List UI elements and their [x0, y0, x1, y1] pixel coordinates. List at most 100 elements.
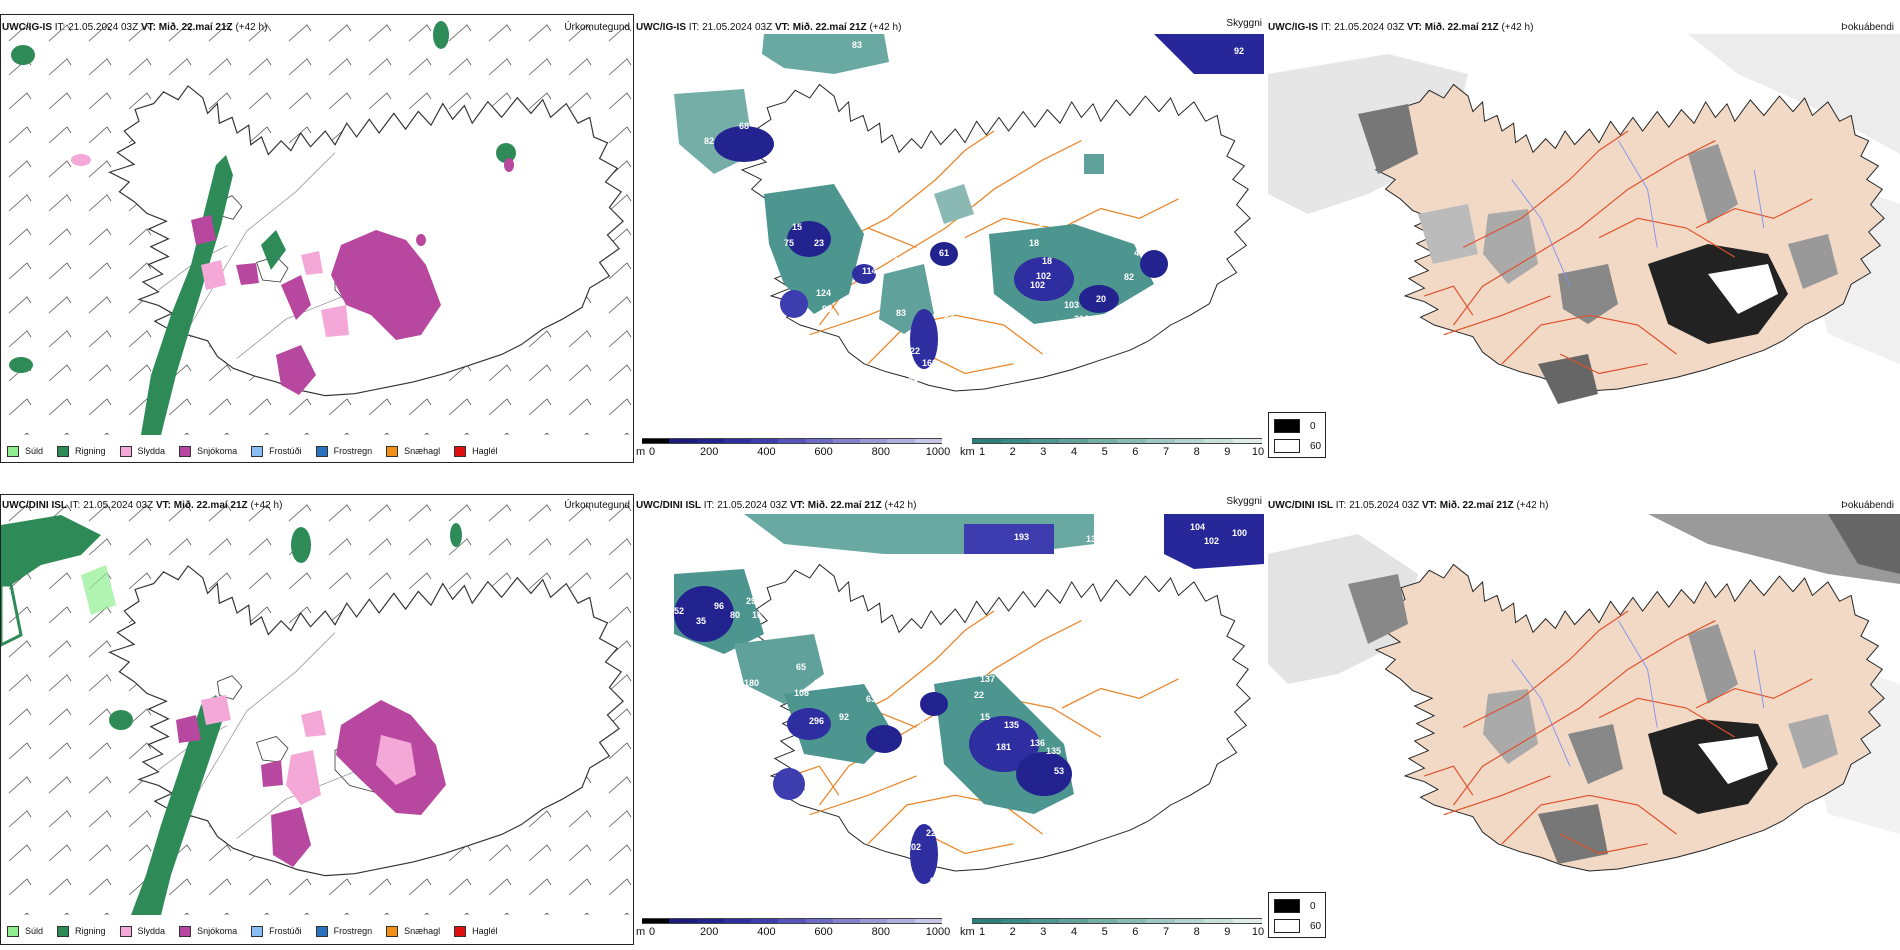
fog-legend-item: 60: [1274, 439, 1321, 453]
legend-item: Haglél: [454, 445, 498, 457]
cloud-panel-ig: 83 92 68 82 8 3 7 75 23 15 114 13 61 14 …: [634, 34, 1264, 426]
colorbar-segment: [832, 438, 861, 444]
cloud-value: 65: [796, 662, 806, 672]
precip-map-dini: [1, 495, 633, 915]
cloud-value: 13: [894, 256, 904, 266]
cloud-value: 89: [822, 304, 832, 314]
colorbar-segment: [642, 438, 670, 444]
legend-item: Haglél: [454, 925, 498, 937]
legend-item: Snjókoma: [179, 445, 237, 457]
cloud-value: 83: [852, 40, 862, 50]
colorbar-tick: 8: [1193, 446, 1200, 458]
precip-panel-ig: Súld Rigning Slydda Snjókoma Frostúði Fr…: [0, 14, 634, 463]
colorbar-segment: [1233, 918, 1262, 924]
cloud-value: 15: [980, 712, 990, 722]
colorbar-tick: 4: [1070, 446, 1078, 458]
cloud-value: 82: [704, 136, 714, 146]
cloud-value: 35: [696, 616, 706, 626]
cloud-value: 96: [714, 601, 724, 611]
colorbar-tick: 10: [1251, 446, 1265, 458]
cloud-value: 98: [908, 376, 918, 386]
cloud-value: 15: [914, 716, 924, 726]
colorbar-tick: 9: [1224, 446, 1231, 458]
cloud-value: 11: [908, 820, 918, 830]
colorbar-tick: 0: [648, 926, 656, 938]
cloud-value: 102: [1036, 271, 1051, 281]
colorbar-tick: 5: [1101, 926, 1108, 938]
colorbar-segment: [914, 918, 942, 924]
cloud-value: 56: [904, 396, 914, 406]
cloud-value: 135: [1004, 720, 1019, 730]
cloud-value: 16: [752, 610, 762, 620]
fog-title-ig: Þokuábendi: [1841, 22, 1894, 33]
visibility-colorbar-dini: km 1 2 3 4 5 6 7 8 9 10: [960, 918, 1264, 940]
cloud-value: 114: [862, 266, 877, 276]
fog-legend-item: 60: [1274, 919, 1321, 933]
cloud-value: 102: [999, 306, 1014, 316]
ceiling-colorbar-dini: m 0 200 400 600 800 1000: [636, 918, 950, 940]
fog-panel-ig: [1268, 34, 1900, 434]
colorbar-unit: m: [636, 446, 646, 458]
colorbar-tick: 7: [1162, 926, 1170, 938]
cloud-value: 129: [754, 816, 769, 826]
cloud-value: 61: [939, 248, 949, 258]
cloud-value: 100: [1232, 528, 1247, 538]
precip-panel-dini: Súld Rigning Slydda Snjókoma Frostúði Fr…: [0, 494, 634, 945]
colorbar-tick: 0: [648, 446, 656, 458]
colorbar-segment: [1146, 438, 1175, 444]
header-cloud-ig: UWC/IG-IS IT: 21.05.2024 03Z VT: Mið. 22…: [636, 22, 902, 33]
cloud-value: 18: [1029, 238, 1039, 248]
fog-legend-dini: 0 60: [1268, 892, 1326, 938]
cloud-value: 102: [906, 842, 921, 852]
colorbar-segment: [1117, 438, 1146, 444]
legend-item: Rigning: [57, 925, 106, 937]
cloud-value: 68: [739, 121, 749, 131]
cloud-value: 53: [1054, 766, 1064, 776]
cloud-value: 18: [1042, 256, 1052, 266]
colorbar-segment: [1088, 918, 1117, 924]
cloud-value: 22: [974, 690, 984, 700]
fog-panel-dini: [1268, 514, 1900, 892]
colorbar-segment: [805, 918, 833, 924]
cloud-value: 40: [1134, 248, 1144, 258]
colorbar-segment: [972, 438, 1001, 444]
cloud-map-ig: 83 92 68 82 8 3 7 75 23 15 114 13 61 14 …: [674, 34, 1264, 410]
colorbar-segment: [1175, 438, 1204, 444]
cloud-value: 27: [1039, 218, 1049, 228]
colorbar-tick: 6: [1132, 446, 1139, 458]
colorbar-segment: [1233, 438, 1262, 444]
cloud-value: 75: [784, 238, 794, 248]
colorbar-segment: [669, 918, 697, 924]
colorbar-tick: 3: [1040, 446, 1047, 458]
cloud-value: 23: [814, 238, 824, 248]
cloud-value: 133: [1086, 534, 1101, 544]
cloud-numbers-dini: 193 133 104 100 102 52 35 96 29 80 16 65…: [670, 522, 1247, 886]
colorbar-segment: [887, 438, 915, 444]
colorbar-segment: [778, 918, 806, 924]
cloud-map-dini: 193 133 104 100 102 52 35 96 29 80 16 65…: [670, 514, 1264, 886]
legend-item: Frostregn: [315, 445, 372, 457]
cloud-value: 8: [774, 126, 779, 136]
colorbar-tick: 1000: [925, 926, 951, 938]
cloud-value: 7: [734, 176, 739, 186]
colorbar-tick: 1: [978, 926, 986, 938]
colorbar-segment: [1204, 918, 1233, 924]
cloud-value: 83: [944, 312, 954, 322]
colorbar-segment: [860, 918, 888, 924]
colorbar-segment: [914, 438, 942, 444]
colorbar-tick: 600: [814, 926, 833, 938]
colorbar-tick: 3: [1040, 926, 1047, 938]
colorbar-segment: [778, 438, 806, 444]
cloud-value: 92: [1234, 46, 1244, 56]
cloud-value: 22: [926, 828, 936, 838]
cloud-value: 77: [754, 310, 764, 320]
colorbar-segment: [723, 438, 752, 444]
colorbar-segment: [1175, 918, 1204, 924]
colorbar-segment: [1059, 438, 1088, 444]
colorbar-segment: [832, 918, 861, 924]
cloud-value: 82: [1124, 272, 1134, 282]
cloud-value: 50: [904, 870, 914, 880]
colorbar-tick: 8: [1193, 926, 1200, 938]
colorbar-segment: [751, 438, 779, 444]
colorbar-tick: 9: [1224, 926, 1231, 938]
